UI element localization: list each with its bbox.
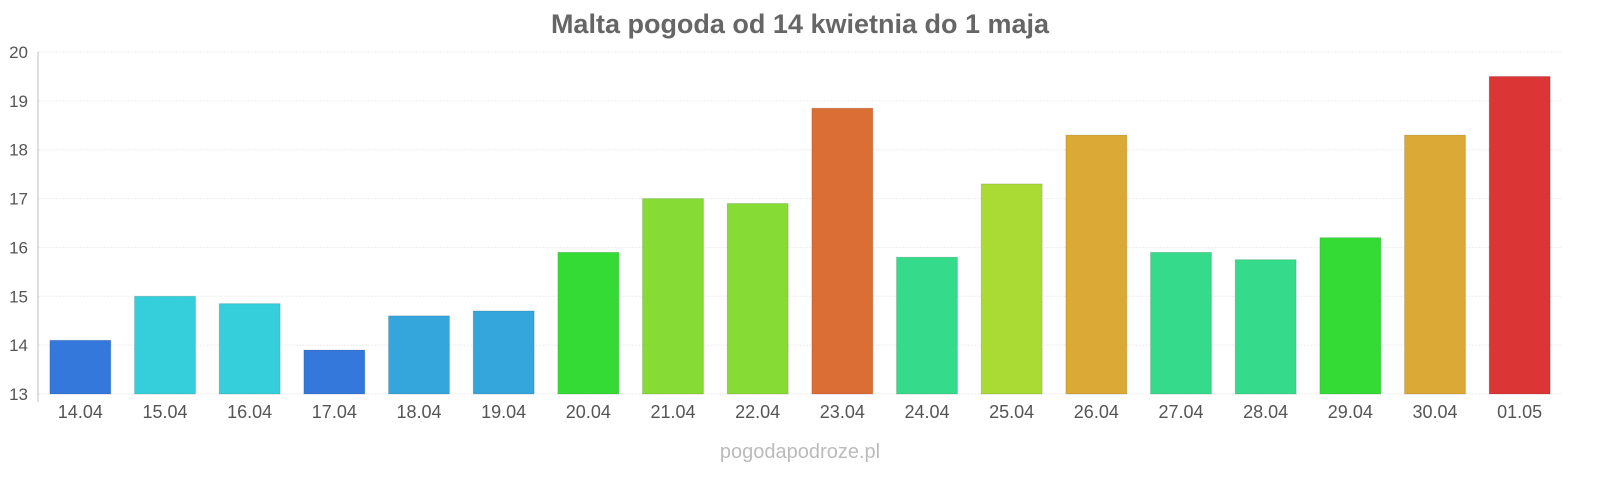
bar-27.04 [1150,251,1212,395]
x-tick-label: 29.04 [1328,402,1373,422]
bar-16.04 [218,303,281,395]
gridlines [38,51,1562,395]
bar-01.05 [1488,75,1551,395]
x-tick-label: 26.04 [1074,402,1119,422]
x-tick-label: 23.04 [820,402,865,422]
bar-21.04 [642,198,704,395]
x-tick-label: 21.04 [650,402,695,422]
y-tick-label: 19 [9,92,28,111]
x-tick-label: 30.04 [1412,402,1457,422]
bar-23.04 [811,107,874,395]
y-tick-label: 14 [9,336,28,355]
x-tick-label: 25.04 [989,402,1034,422]
bar-26.04 [1065,134,1128,395]
x-tick-label: 17.04 [312,402,357,422]
bar-15.04 [134,295,196,395]
x-tick-label: 01.05 [1497,402,1542,422]
y-tick-label: 20 [9,43,28,62]
bars [49,75,1551,395]
x-tick-label: 18.04 [396,402,441,422]
x-tick-label: 14.04 [58,402,103,422]
bar-24.04 [896,256,958,395]
x-tick-label: 27.04 [1158,402,1203,422]
chart-title: Malta pogoda od 14 kwietnia do 1 maja [551,9,1050,39]
bar-17.04 [303,349,366,395]
bar-25.04 [980,183,1043,395]
y-tick-label: 17 [9,190,28,209]
x-tick-label: 16.04 [227,402,272,422]
y-tick-label: 16 [9,238,28,257]
bar-19.04 [472,310,535,395]
x-tick-label: 20.04 [566,402,611,422]
x-tick-label: 15.04 [142,402,187,422]
x-tick-label: 22.04 [735,402,780,422]
y-tick-label: 15 [9,287,28,306]
bar-18.04 [388,315,450,395]
bar-30.04 [1404,134,1466,395]
y-tick-label: 18 [9,141,28,160]
y-tick-label: 13 [9,385,28,404]
bar-29.04 [1319,237,1382,395]
x-tick-label: 19.04 [481,402,526,422]
watermark: pogodapodroze.pl [720,441,880,463]
x-tick-label: 24.04 [904,402,949,422]
bar-28.04 [1234,259,1297,395]
bar-14.04 [49,339,112,395]
x-axis-ticks: 14.04 15.04 16.04 17.04 18.04 19.04 20.04 21.04… [58,402,1542,422]
bar-22.04 [726,202,789,395]
x-tick-label: 28.04 [1243,402,1288,422]
bar-20.04 [557,251,620,395]
y-axis-ticks: 13 14 15 16 17 18 19 20 [9,43,28,404]
